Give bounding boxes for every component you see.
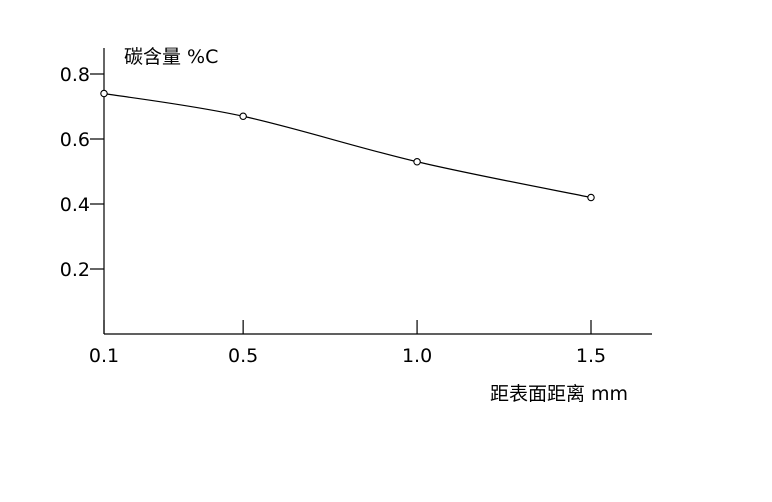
series-line	[103, 92, 592, 199]
x-tick-label: 0.1	[89, 345, 119, 367]
x-tick-label: 0.5	[228, 345, 258, 367]
data-point	[239, 112, 247, 121]
y-tick-label: 0.8	[60, 64, 90, 86]
y-tick-label: 0.4	[60, 194, 90, 216]
x-tick-label: 1.5	[576, 345, 606, 367]
x-axis-title: 距表面距离 mm	[490, 383, 628, 405]
y-tick-label: 0.6	[60, 129, 90, 151]
x-tick-label: 1.0	[402, 345, 432, 367]
data-point	[587, 193, 595, 202]
y-tick-label: 0.2	[60, 259, 90, 281]
x-ticks: 0.1 0.5 1.0 1.5	[89, 320, 606, 367]
y-ticks: 0.2 0.4 0.6 0.8	[60, 64, 104, 281]
data-point	[413, 158, 421, 166]
data-points	[100, 89, 595, 202]
data-point	[100, 89, 108, 98]
y-axis-title: 碳含量 %C	[124, 46, 218, 68]
